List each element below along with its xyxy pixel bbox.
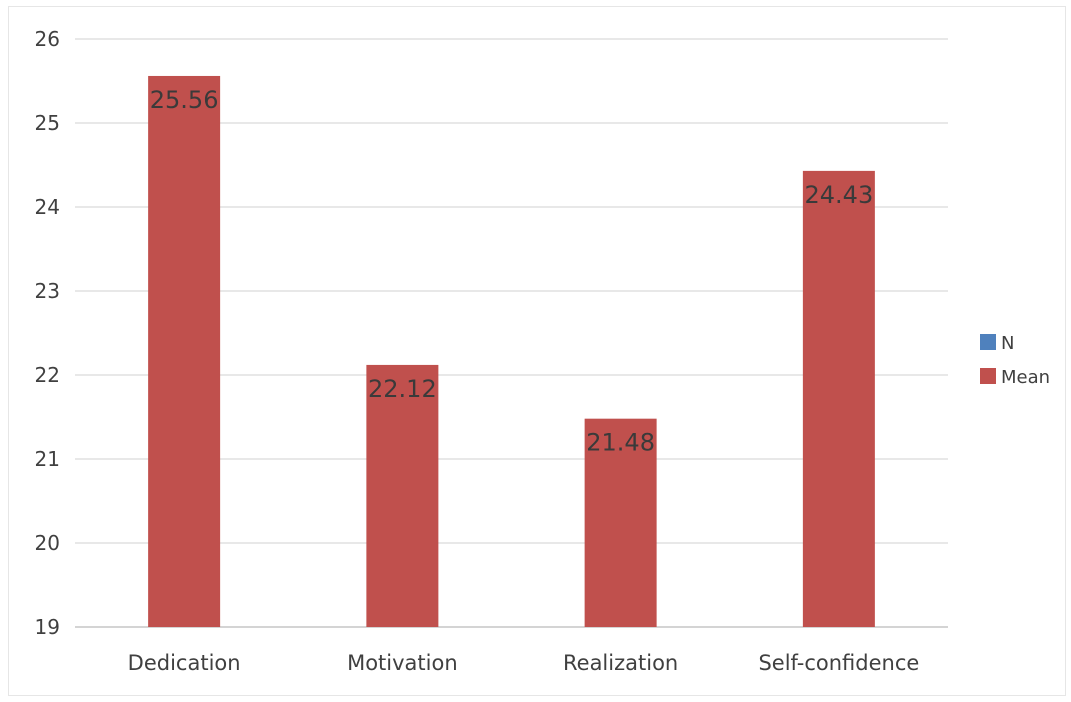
data-label: 22.12 — [368, 375, 437, 403]
y-tick-label: 24 — [35, 195, 60, 219]
data-labels: 25.56 22.12 21.48 24.43 — [150, 86, 873, 457]
category-label: Motivation — [347, 651, 458, 675]
y-tick-label: 25 — [35, 111, 60, 135]
bar-realization — [584, 418, 657, 627]
x-axis-category-labels: Dedication Motivation Realization Self-conf… — [128, 651, 920, 675]
legend-swatch — [980, 334, 996, 350]
bar-motivation — [366, 364, 439, 627]
y-tick-label: 19 — [35, 615, 60, 639]
category-label: Self-confidence — [758, 651, 919, 675]
data-label: 24.43 — [805, 181, 874, 209]
legend-label: N — [1001, 333, 1014, 354]
y-tick-label: 26 — [35, 27, 60, 51]
y-tick-label: 23 — [35, 279, 60, 303]
gridlines — [75, 38, 948, 628]
category-label: Realization — [563, 651, 678, 675]
y-tick-label: 20 — [35, 531, 60, 555]
legend: N Mean — [980, 333, 1050, 388]
category-label: Dedication — [128, 651, 241, 675]
y-tick-label: 22 — [35, 363, 60, 387]
legend-label: Mean — [1001, 367, 1050, 388]
y-tick-label: 21 — [35, 447, 60, 471]
bar-self-confidence — [802, 170, 875, 627]
legend-swatch — [980, 368, 996, 384]
data-label: 21.48 — [586, 429, 655, 457]
y-axis-tick-labels: 19 20 21 22 23 24 25 26 — [35, 27, 60, 639]
bars — [148, 75, 875, 627]
data-label: 25.56 — [150, 86, 219, 114]
bar-dedication — [148, 75, 221, 627]
